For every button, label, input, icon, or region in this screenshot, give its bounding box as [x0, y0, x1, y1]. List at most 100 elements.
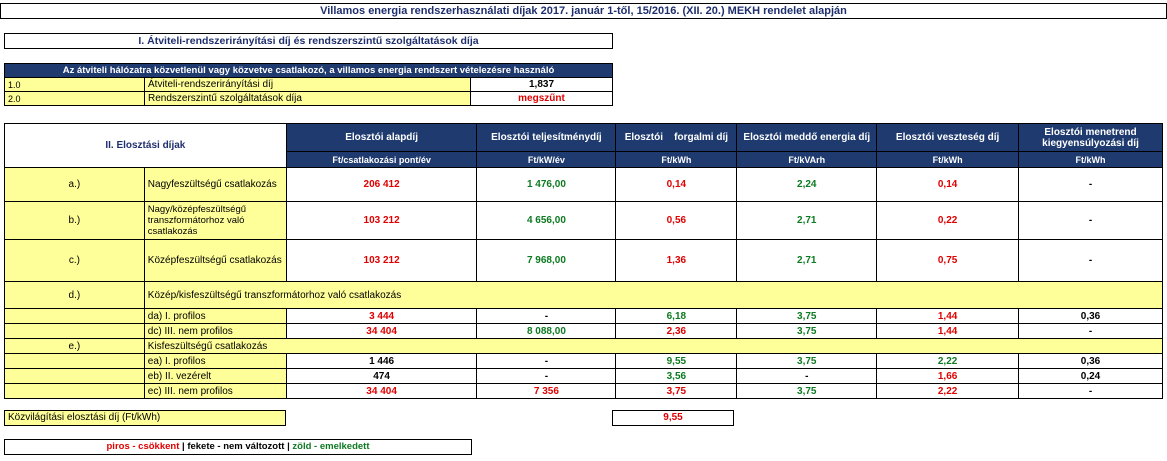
table-row: da) I. profilos 3 444 - 6,18 3,75 1,44 0… [4, 308, 1163, 324]
col-unit: Ft/csatlakozási pont/év [285, 151, 478, 168]
cell-value: - [736, 368, 878, 384]
table-row: eb) II. vezérelt 474 - 3,56 - 1,66 0,24 [4, 368, 1163, 384]
cell-value: 3,75 [736, 308, 878, 324]
cell-value: 34 404 [285, 323, 478, 339]
cell-value: 0,22 [876, 201, 1020, 240]
legend-black: fekete - nem változott [187, 441, 285, 452]
cell-value: - [476, 353, 617, 369]
col-header: Elosztói meddő energia díj [736, 123, 878, 152]
row-label: eb) II. vezérelt [143, 368, 287, 384]
cell-value: - [1018, 383, 1163, 399]
row-value: megszűnt [470, 91, 613, 106]
cell-value: 0,36 [1018, 353, 1163, 369]
col-unit: Ft/kW/év [476, 151, 617, 168]
col-unit: Ft/kVArh [736, 151, 878, 168]
cell-value: - [1018, 323, 1163, 339]
section1-table: Az átviteli hálózatra közvetlenül vagy k… [4, 63, 613, 106]
col-header: Elosztói teljesítménydíj [476, 123, 617, 152]
cell-value: - [476, 368, 617, 384]
kozvilagitas-value: 9,55 [612, 410, 734, 426]
row-code: e.) [4, 338, 145, 354]
row-label: Átviteli-rendszerirányítási díj [144, 77, 471, 92]
cell-value: 2,71 [736, 201, 878, 240]
row-code: b.) [4, 201, 145, 240]
table-row: ea) I. profilos 1 446 - 9,55 3,75 2,22 0… [4, 353, 1163, 369]
cell-value: 3,75 [615, 383, 738, 399]
legend-separator: | [182, 441, 185, 452]
table-row: d.) Közép/kisfeszültségű transzformátorh… [4, 281, 1164, 309]
cell-value: 3,75 [736, 323, 878, 339]
cell-value: 1,44 [876, 308, 1020, 324]
col-header: Elosztói menetrend kiegyensúlyozási díj [1018, 123, 1163, 152]
cell-value: 9,55 [615, 353, 738, 369]
row-code: d.) [4, 281, 145, 309]
legend-red: piros - csökkent [106, 441, 180, 452]
table-row: dc) III. nem profilos 34 404 8 088,00 2,… [4, 323, 1163, 339]
row-label: dc) III. nem profilos [143, 323, 287, 339]
section1-header: Az átviteli hálózatra közvetlenül vagy k… [4, 63, 613, 78]
row-label: da) I. profilos [143, 308, 287, 324]
col-header: Elosztói alapdíj [285, 123, 478, 152]
cell-value: 1,66 [876, 368, 1020, 384]
row-value: 1,837 [470, 77, 613, 92]
row-label: Rendszerszintű szolgáltatások díja [144, 91, 471, 106]
cell-value: 1,36 [615, 239, 738, 282]
section2-title: II. Elosztási díjak [4, 123, 287, 168]
cell-value: - [1018, 201, 1163, 240]
table-row: b.) Nagy/középfeszültségű transzformátor… [4, 201, 1163, 240]
cell-value: 2,36 [615, 323, 738, 339]
row-code: 1.0 [4, 77, 145, 92]
legend-green: zöld - emelkedett [292, 441, 370, 452]
cell-value: 3,75 [736, 383, 878, 399]
row-code: c.) [4, 239, 145, 282]
row-label: Nagy/középfeszültségű transzformátorhoz … [143, 201, 287, 240]
row-code: a.) [4, 167, 145, 202]
kozvilagitas-label: Közvilágítási elosztási díj (Ft/kWh) [4, 410, 286, 426]
cell-value: 0,75 [876, 239, 1020, 282]
cell-value: 1 476,00 [476, 167, 617, 202]
cell-value: 0,24 [1018, 368, 1163, 384]
cell-value: 3 444 [285, 308, 478, 324]
cell-value: 3,56 [615, 368, 738, 384]
table-row: 1.0 Átviteli-rendszerirányítási díj 1,83… [4, 77, 613, 92]
cell-value: - [476, 308, 617, 324]
cell-value: 3,75 [736, 353, 878, 369]
cell-value: 2,24 [736, 167, 878, 202]
cell-value: 0,56 [615, 201, 738, 240]
cell-value: 0,36 [1018, 308, 1163, 324]
section2-table: II. Elosztási díjak Elosztói alapdíj Elo… [4, 123, 1164, 399]
page-title: Villamos energia rendszerhasználati díja… [0, 3, 1167, 19]
cell-value: 8 088,00 [476, 323, 617, 339]
table-row: 2.0 Rendszerszintű szolgáltatások díja m… [4, 91, 613, 106]
cell-value: 7 356 [476, 383, 617, 399]
cell-value: 1,44 [876, 323, 1020, 339]
cell-value: 103 212 [285, 201, 478, 240]
col-header: Elosztói forgalmi díj [615, 123, 738, 152]
cell-value: 34 404 [285, 383, 478, 399]
cell-value: - [1018, 239, 1163, 282]
section1-title: I. Átviteli-rendszerirányítási díj és re… [4, 33, 613, 49]
cell-value: 0,14 [615, 167, 738, 202]
cell-value: 2,22 [876, 383, 1020, 399]
row-label: Közép/kisfeszültségű transzformátorhoz v… [143, 281, 1164, 309]
row-code: 2.0 [4, 91, 145, 106]
legend-separator: | [287, 441, 290, 452]
col-header: Elosztói veszteség díj [876, 123, 1020, 152]
col-unit: Ft/kWh [1018, 151, 1163, 168]
cell-value: - [1018, 167, 1163, 202]
row-label: Nagyfeszültségű csatlakozás [143, 167, 287, 202]
row-label: ec) III. nem profilos [143, 383, 287, 399]
cell-value: 7 968,00 [476, 239, 617, 282]
cell-value: 6,18 [615, 308, 738, 324]
cell-value: 0,14 [876, 167, 1020, 202]
cell-value: 206 412 [285, 167, 478, 202]
table-row: e.) Kisfeszültségű csatlakozás [4, 338, 1164, 354]
table-row: c.) Középfeszültségű csatlakozás 103 212… [4, 239, 1163, 282]
col-unit: Ft/kWh [876, 151, 1020, 168]
cell-value: 1 446 [285, 353, 478, 369]
cell-value: 2,71 [736, 239, 878, 282]
row-label: ea) I. profilos [143, 353, 287, 369]
cell-value: 2,22 [876, 353, 1020, 369]
row-label: Kisfeszültségű csatlakozás [143, 338, 1164, 354]
table-row: a.) Nagyfeszültségű csatlakozás 206 412 … [4, 167, 1163, 202]
